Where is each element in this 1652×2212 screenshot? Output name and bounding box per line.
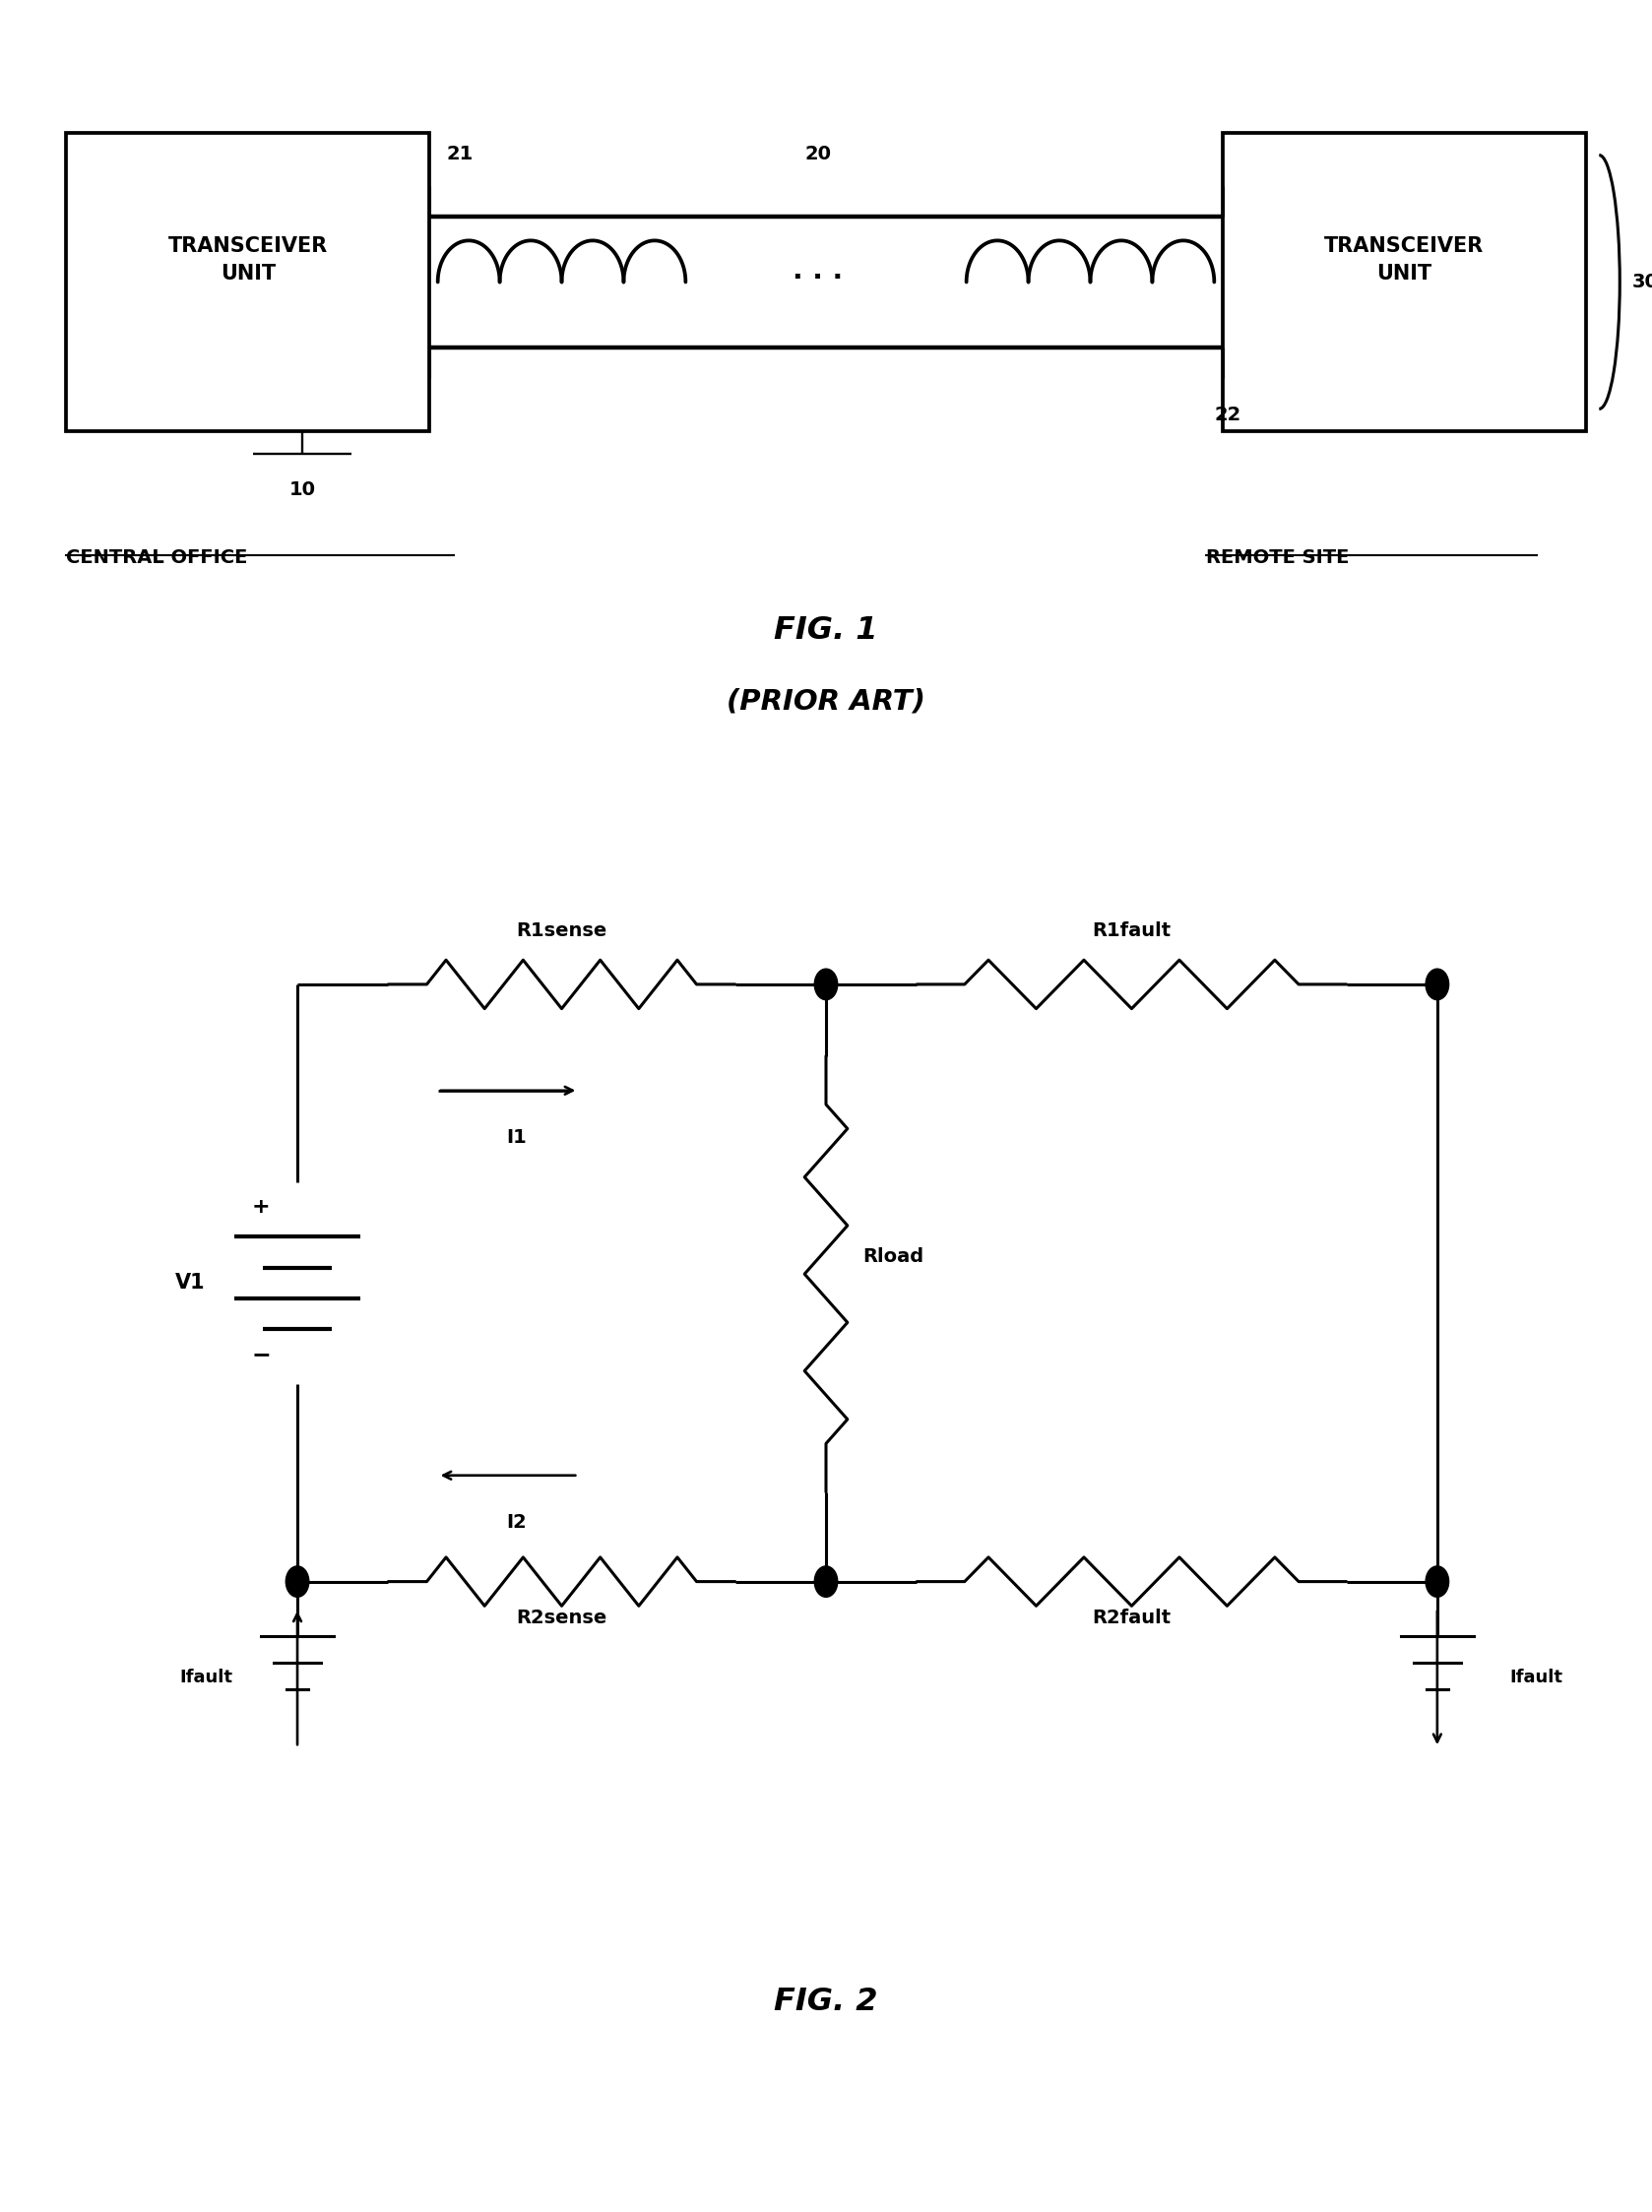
Text: Rload: Rload <box>862 1248 923 1265</box>
FancyBboxPatch shape <box>1222 133 1586 431</box>
Text: R2fault: R2fault <box>1092 1608 1171 1626</box>
Text: R1fault: R1fault <box>1092 922 1171 940</box>
Text: I1: I1 <box>506 1128 527 1146</box>
Circle shape <box>814 969 838 1000</box>
Text: V1: V1 <box>175 1274 205 1292</box>
Text: I2: I2 <box>506 1513 527 1531</box>
Text: R1sense: R1sense <box>517 922 606 940</box>
Circle shape <box>814 1566 838 1597</box>
Text: CENTRAL OFFICE: CENTRAL OFFICE <box>66 549 248 566</box>
Text: R2sense: R2sense <box>517 1608 606 1626</box>
FancyBboxPatch shape <box>66 133 430 431</box>
Text: TRANSCEIVER
UNIT: TRANSCEIVER UNIT <box>169 237 327 283</box>
Circle shape <box>286 1566 309 1597</box>
Text: +: + <box>251 1197 271 1217</box>
Text: Ifault: Ifault <box>1510 1668 1563 1688</box>
Circle shape <box>1426 1566 1449 1597</box>
Text: FIG. 2: FIG. 2 <box>775 1986 877 2017</box>
Text: TRANSCEIVER
UNIT: TRANSCEIVER UNIT <box>1325 237 1483 283</box>
Text: FIG. 1: FIG. 1 <box>775 615 877 646</box>
Text: 21: 21 <box>446 144 472 164</box>
Text: 30: 30 <box>1632 272 1652 292</box>
Text: −: − <box>251 1343 271 1367</box>
Text: 22: 22 <box>1214 405 1241 425</box>
Text: 10: 10 <box>289 480 316 498</box>
Circle shape <box>1426 969 1449 1000</box>
Text: (PRIOR ART): (PRIOR ART) <box>727 688 925 714</box>
Text: REMOTE SITE: REMOTE SITE <box>1206 549 1350 566</box>
Text: Ifault: Ifault <box>180 1668 233 1688</box>
Text: 20: 20 <box>805 144 831 164</box>
Text: · · ·: · · · <box>793 263 843 292</box>
